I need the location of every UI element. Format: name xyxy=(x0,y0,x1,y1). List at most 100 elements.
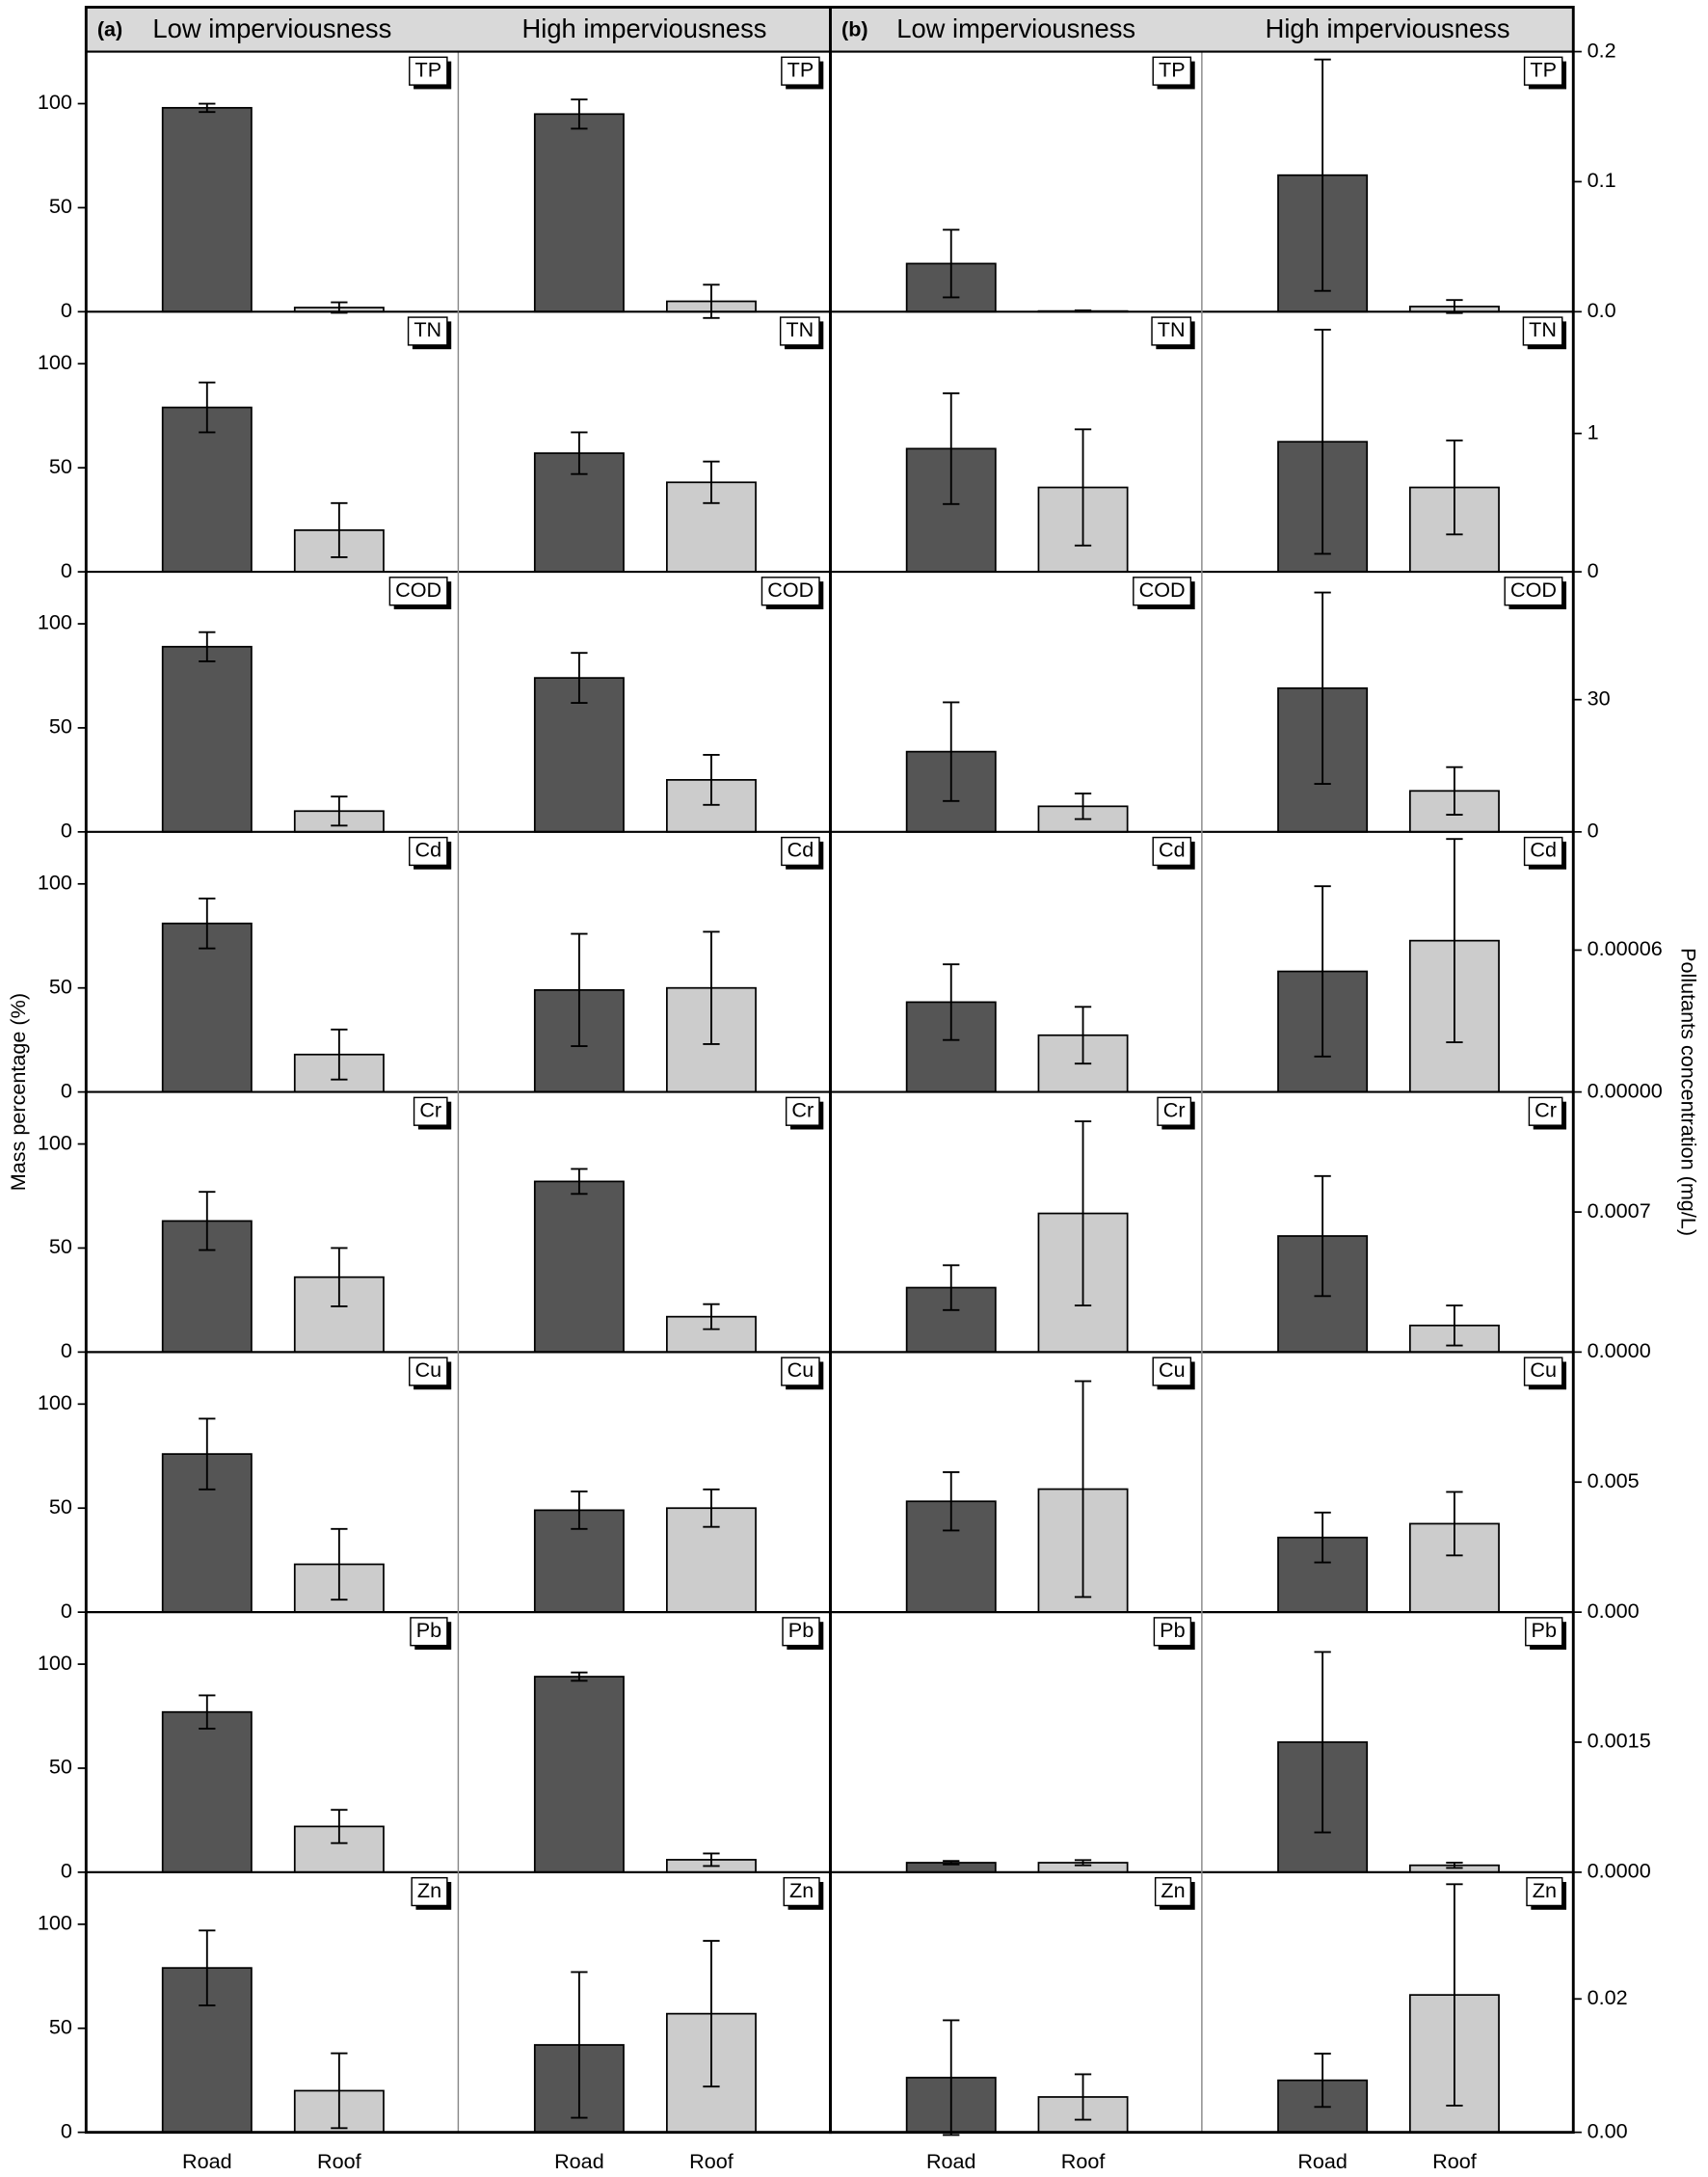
pollutant-label: Pb xyxy=(416,1618,441,1642)
pollutant-box xyxy=(1152,836,1192,867)
pollutant-box xyxy=(1522,316,1563,346)
error-bar xyxy=(943,963,960,1041)
pollutant-label: Cd xyxy=(415,838,442,862)
x-tick-label: Roof xyxy=(317,2149,362,2173)
pollutant-label: Pb xyxy=(1160,1618,1185,1642)
x-tick-label: Roof xyxy=(1061,2149,1107,2173)
pollutant-box xyxy=(409,836,448,867)
pollutant-box xyxy=(413,1096,448,1126)
error-bar xyxy=(571,1971,588,2119)
x-tick-label: Road xyxy=(554,2149,604,2173)
error-bar xyxy=(1074,1120,1092,1306)
header-bar xyxy=(86,7,831,52)
pollutant-box xyxy=(407,316,448,346)
error-bar xyxy=(1446,1491,1463,1557)
pollutant-box xyxy=(1523,1357,1563,1386)
error-bar xyxy=(1446,1304,1463,1347)
y-tick-label: 0 xyxy=(1588,558,1599,582)
group-title: Low imperviousness xyxy=(896,13,1135,43)
group-title: High imperviousness xyxy=(521,13,766,43)
bar xyxy=(161,645,253,833)
pollutant-label: Cu xyxy=(787,1357,814,1382)
error-bar xyxy=(1314,885,1331,1058)
y-tick-label: 50 xyxy=(49,714,72,739)
error-bar xyxy=(1074,1380,1092,1599)
bar xyxy=(533,1676,625,1873)
error-bar xyxy=(1074,793,1092,820)
pollutant-box xyxy=(781,1357,820,1386)
y-tick-label: 100 xyxy=(38,870,72,894)
y-tick-label: 0.0 xyxy=(1588,298,1616,322)
y-tick-label: 0.0007 xyxy=(1588,1198,1651,1223)
pollutant-label: TN xyxy=(786,317,814,341)
pollutant-label: Cu xyxy=(1530,1357,1557,1382)
y-tick-label: 30 xyxy=(1588,685,1611,710)
error-bar xyxy=(703,1852,720,1868)
error-bar xyxy=(943,1264,960,1311)
pollutant-label: TN xyxy=(414,317,441,341)
pollutant-label: Cr xyxy=(791,1097,814,1121)
error-bar xyxy=(571,652,588,704)
error-bar xyxy=(943,392,960,505)
pollutant-box xyxy=(409,56,448,86)
y-tick-label: 0.0015 xyxy=(1588,1729,1651,1753)
error-bar xyxy=(331,501,348,558)
pollutant-label: Cu xyxy=(415,1357,442,1382)
error-bar xyxy=(943,2019,960,2137)
error-bar xyxy=(1314,58,1331,292)
pollutant-label: TN xyxy=(1158,317,1186,341)
pollutant-label: TP xyxy=(787,57,814,81)
error-bar xyxy=(943,701,960,802)
error-bar xyxy=(1074,428,1092,547)
pollutant-label: Cr xyxy=(1535,1097,1557,1121)
pollutant-box xyxy=(1528,1096,1563,1126)
pollutant-box xyxy=(1525,1617,1563,1647)
error-bar xyxy=(1074,2073,1092,2121)
error-bar xyxy=(1074,1006,1092,1065)
error-bar xyxy=(571,98,588,130)
error-bar xyxy=(703,1940,720,2088)
pollutant-box xyxy=(1504,577,1563,606)
pollutant-box xyxy=(1154,1876,1192,1907)
y-tick-label: 100 xyxy=(38,90,72,114)
x-tick-label: Roof xyxy=(1432,2149,1478,2173)
pollutant-box xyxy=(388,577,448,606)
y-tick-label: 0.0000 xyxy=(1588,1859,1651,1883)
pollutant-box xyxy=(411,1876,448,1907)
pollutant-label: TN xyxy=(1529,317,1557,341)
error-bar xyxy=(571,1671,588,1682)
pollutant-label: TP xyxy=(415,57,442,81)
pollutant-box xyxy=(1151,316,1192,346)
error-bar xyxy=(1314,329,1331,555)
panel-frame xyxy=(829,6,1575,2135)
error-bar xyxy=(1314,2053,1331,2109)
pollutant-box xyxy=(782,1617,820,1647)
error-bar xyxy=(199,1929,216,2006)
error-bar xyxy=(331,1809,348,1844)
bar xyxy=(533,113,625,313)
y-tick-label: 0.00 xyxy=(1588,2118,1628,2142)
y-tick-label: 0 xyxy=(61,1078,72,1102)
pollutant-label: Zn xyxy=(789,1878,814,1902)
error-bar xyxy=(199,1191,216,1251)
error-bar xyxy=(1446,766,1463,816)
pollutant-label: COD xyxy=(767,578,814,602)
error-bar xyxy=(703,930,720,1045)
y-tick-label: 0.00000 xyxy=(1588,1078,1663,1102)
error-bar xyxy=(703,1303,720,1330)
pollutant-box xyxy=(1523,56,1563,86)
y-tick-label: 0.00006 xyxy=(1588,936,1663,960)
bar xyxy=(161,106,253,313)
pollutant-label: Cd xyxy=(1530,838,1557,862)
pollutant-box xyxy=(779,316,820,346)
pollutant-label: Cr xyxy=(419,1097,441,1121)
error-bar xyxy=(703,754,720,806)
y-tick-label: 100 xyxy=(38,1130,72,1154)
error-bar xyxy=(331,1527,348,1601)
pollutant-box xyxy=(761,577,820,606)
pollutant-label: TP xyxy=(1159,57,1186,81)
y-tick-label: 0 xyxy=(61,1599,72,1623)
y-tick-label: 100 xyxy=(38,610,72,634)
error-bar xyxy=(571,1168,588,1196)
error-bar xyxy=(199,897,216,950)
